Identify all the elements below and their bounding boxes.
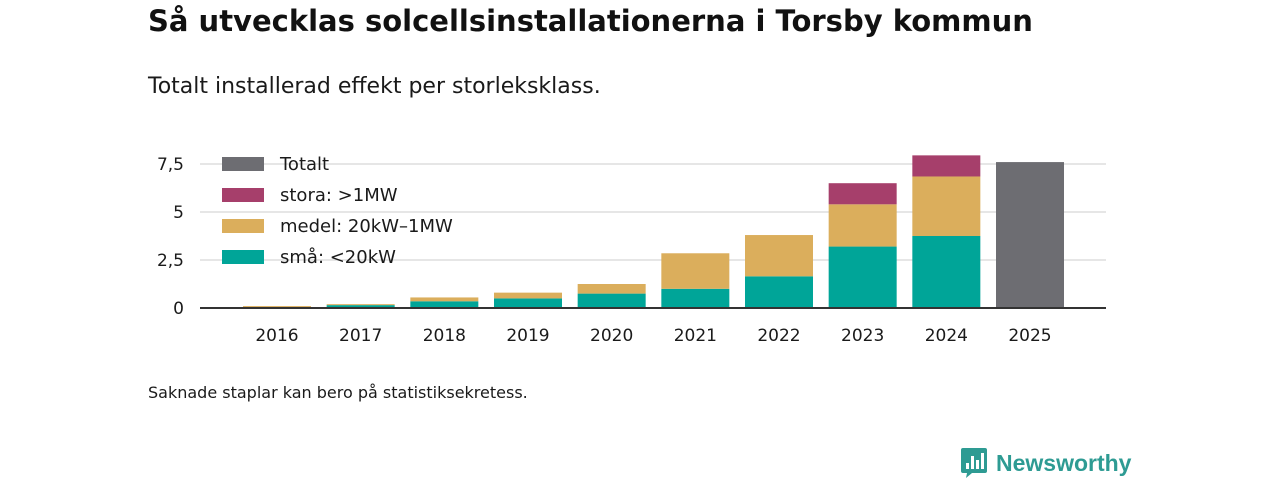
bar-stora-2023 — [828, 183, 897, 205]
y-tick-label: 5 — [173, 203, 184, 223]
bar-totalt-2025 — [996, 162, 1064, 308]
y-tick-label: 7,5 — [157, 155, 184, 175]
bar-stora-2024 — [912, 155, 981, 177]
x-tick-label: 2018 — [423, 326, 466, 346]
bar-medel-2019 — [494, 292, 562, 299]
bar-medel-2023 — [828, 204, 897, 247]
legend-label: små: <20kW — [280, 247, 396, 268]
y-tick-label: 0 — [173, 299, 184, 319]
legend-swatch — [222, 219, 264, 233]
y-tick-label: 2,5 — [157, 251, 184, 271]
x-tick-label: 2023 — [841, 326, 884, 346]
legend-swatch — [222, 188, 264, 202]
legend-label: medel: 20kW–1MW — [280, 216, 453, 237]
bar-medel-2016 — [243, 306, 311, 308]
bar-små-2024 — [912, 236, 981, 308]
bar-små-2019 — [494, 298, 562, 308]
x-tick-label: 2016 — [255, 326, 298, 346]
bar-chart: 0 2,5 5 7,5 2016 2017 2018 2019 2020 2021 2022 2023… — [157, 154, 1106, 346]
footnote: Saknade staplar kan bero på statistiksek… — [148, 383, 528, 402]
newsworthy-logo-icon — [961, 448, 987, 478]
x-tick-label: 2025 — [1008, 326, 1051, 346]
bar-små-2020 — [577, 293, 646, 308]
legend-swatch — [222, 250, 264, 264]
bar-medel-2024 — [912, 176, 981, 236]
legend-swatch — [222, 157, 264, 171]
chart-title: Så utvecklas solcellsinstallationerna i … — [148, 4, 1033, 38]
legend-label: Totalt — [279, 154, 329, 175]
brand-logo[interactable]: Newsworthy — [960, 446, 1131, 480]
bar-medel-2017 — [326, 304, 395, 306]
chart-subtitle: Totalt installerad effekt per storlekskl… — [148, 74, 601, 99]
bar-medel-2021 — [661, 253, 730, 289]
x-tick-label: 2022 — [757, 326, 800, 346]
x-tick-label: 2019 — [506, 326, 549, 346]
bar-små-2023 — [828, 246, 897, 308]
x-tick-label: 2024 — [925, 326, 968, 346]
brand-name: Newsworthy — [996, 449, 1132, 476]
bar-små-2017 — [326, 305, 395, 308]
bar-medel-2022 — [745, 235, 813, 277]
bar-små-2018 — [410, 301, 479, 308]
bar-små-2022 — [745, 276, 813, 308]
x-tick-label: 2021 — [674, 326, 717, 346]
bar-medel-2020 — [577, 284, 646, 294]
x-tick-label: 2020 — [590, 326, 633, 346]
bar-medel-2018 — [410, 297, 479, 302]
legend-label: stora: >1MW — [280, 185, 398, 206]
bar-små-2021 — [661, 288, 730, 308]
x-tick-label: 2017 — [339, 326, 382, 346]
